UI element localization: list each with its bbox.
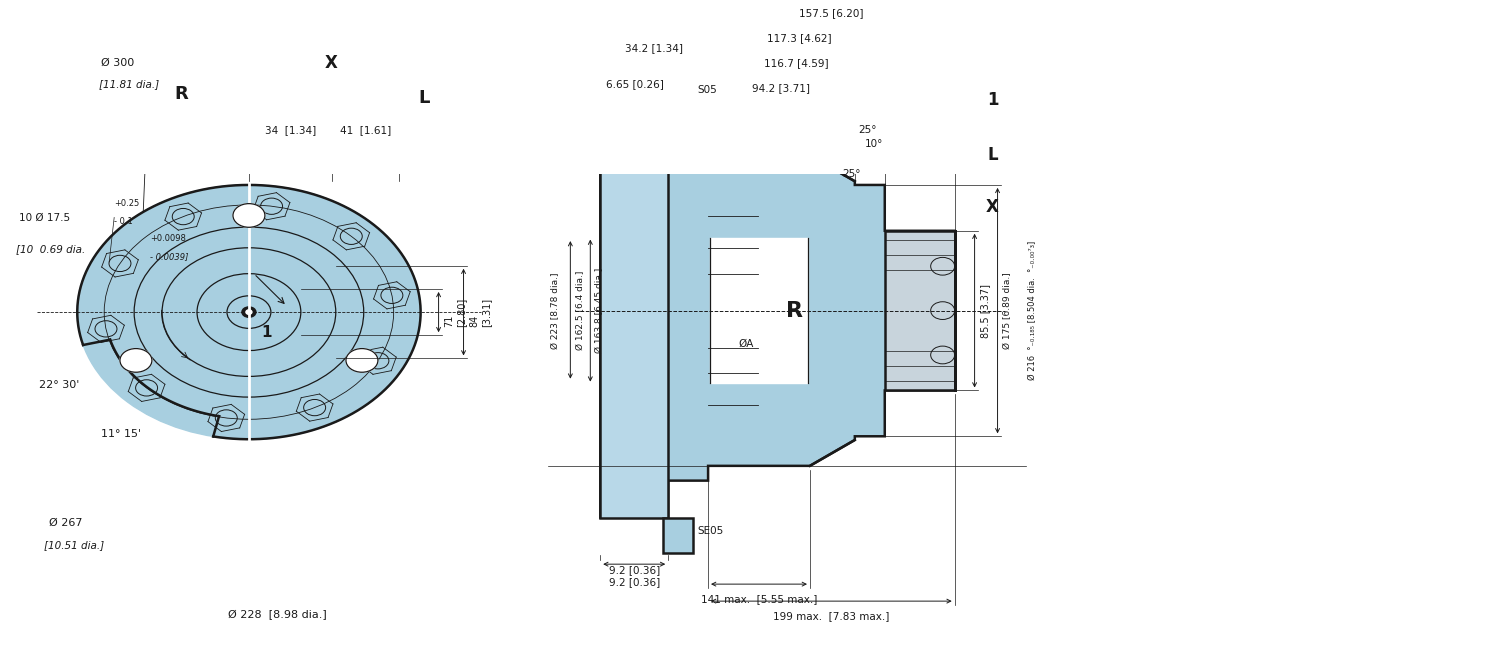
Text: Ø 300: Ø 300 (101, 58, 134, 68)
Text: ØA: ØA (738, 339, 753, 349)
Text: 25°: 25° (843, 169, 861, 179)
Text: R: R (174, 85, 187, 103)
Text: R: R (787, 300, 803, 321)
Polygon shape (710, 238, 808, 383)
Text: [10.51 dia.]: [10.51 dia.] (44, 540, 104, 550)
Text: SE05: SE05 (698, 526, 723, 536)
Text: L: L (988, 146, 998, 165)
Text: 10°: 10° (865, 139, 883, 149)
Text: Ø 228  [8.98 dia.]: Ø 228 [8.98 dia.] (228, 610, 326, 620)
Text: +0.0098: +0.0098 (149, 234, 186, 243)
Text: X: X (325, 54, 337, 72)
Polygon shape (601, 103, 667, 517)
Circle shape (233, 204, 264, 227)
Text: X: X (986, 198, 1000, 216)
Text: 94.2 [3.71]: 94.2 [3.71] (752, 83, 811, 93)
Text: 41  [1.61]: 41 [1.61] (340, 125, 391, 134)
Polygon shape (663, 68, 693, 103)
Text: 9.2 [0.36]: 9.2 [0.36] (609, 565, 660, 575)
Text: 11° 15': 11° 15' (101, 429, 142, 439)
Text: 117.3 [4.62]: 117.3 [4.62] (767, 33, 831, 43)
Text: Ø 267: Ø 267 (50, 517, 83, 528)
Text: 6.65 [0.26]: 6.65 [0.26] (607, 79, 664, 89)
Text: Ø 175 [6.89 dia.]: Ø 175 [6.89 dia.] (1004, 272, 1013, 349)
Text: - 0.0039]: - 0.0039] (149, 252, 189, 261)
Text: 85.5 [3.37]: 85.5 [3.37] (980, 284, 991, 337)
Text: L: L (418, 89, 429, 107)
Text: [11.81 dia.]: [11.81 dia.] (100, 79, 160, 89)
Text: +0.25: +0.25 (115, 199, 139, 208)
Text: 22° 30': 22° 30' (39, 380, 80, 390)
Text: - 0.1: - 0.1 (115, 216, 133, 226)
Circle shape (346, 349, 378, 372)
Text: 10 Ø 17.5: 10 Ø 17.5 (20, 212, 71, 222)
Text: 157.5 [6.20]: 157.5 [6.20] (799, 8, 864, 18)
Polygon shape (885, 230, 954, 390)
Text: 25°: 25° (858, 124, 876, 134)
Text: Ø 223 [8.78 dia.]: Ø 223 [8.78 dia.] (551, 272, 560, 349)
Text: S05: S05 (698, 85, 717, 95)
Circle shape (77, 185, 421, 439)
Text: 9.2 [0.36]: 9.2 [0.36] (609, 577, 660, 587)
Text: 84
[3.31]: 84 [3.31] (470, 298, 491, 327)
Text: 34.2 [1.34]: 34.2 [1.34] (625, 42, 683, 52)
Text: 116.7 [4.59]: 116.7 [4.59] (764, 58, 829, 68)
Text: Ø 216  °₋₀.₁₈₅ [8.504 dia.  °₋₀.₀₀⁷₃]: Ø 216 °₋₀.₁₈₅ [8.504 dia. °₋₀.₀₀⁷₃] (1028, 241, 1037, 380)
Circle shape (246, 310, 252, 314)
Text: [10  0.69 dia.: [10 0.69 dia. (17, 244, 86, 254)
Polygon shape (601, 103, 954, 517)
Circle shape (119, 349, 153, 372)
Text: Ø 163.8 [6.45 dia.]: Ø 163.8 [6.45 dia.] (595, 268, 604, 353)
Text: 199 max.  [7.83 max.]: 199 max. [7.83 max.] (773, 611, 889, 621)
Text: 34  [1.34]: 34 [1.34] (264, 125, 316, 134)
Polygon shape (77, 185, 421, 439)
Circle shape (242, 307, 255, 317)
Text: 141 max.  [5.55 max.]: 141 max. [5.55 max.] (701, 594, 817, 603)
Text: Ø 162.5 [6.4 dia.]: Ø 162.5 [6.4 dia.] (577, 270, 586, 349)
Text: 71
[2.80]: 71 [2.80] (444, 298, 467, 327)
Polygon shape (663, 517, 693, 553)
Text: 1: 1 (261, 325, 272, 340)
Text: 1: 1 (988, 91, 998, 109)
